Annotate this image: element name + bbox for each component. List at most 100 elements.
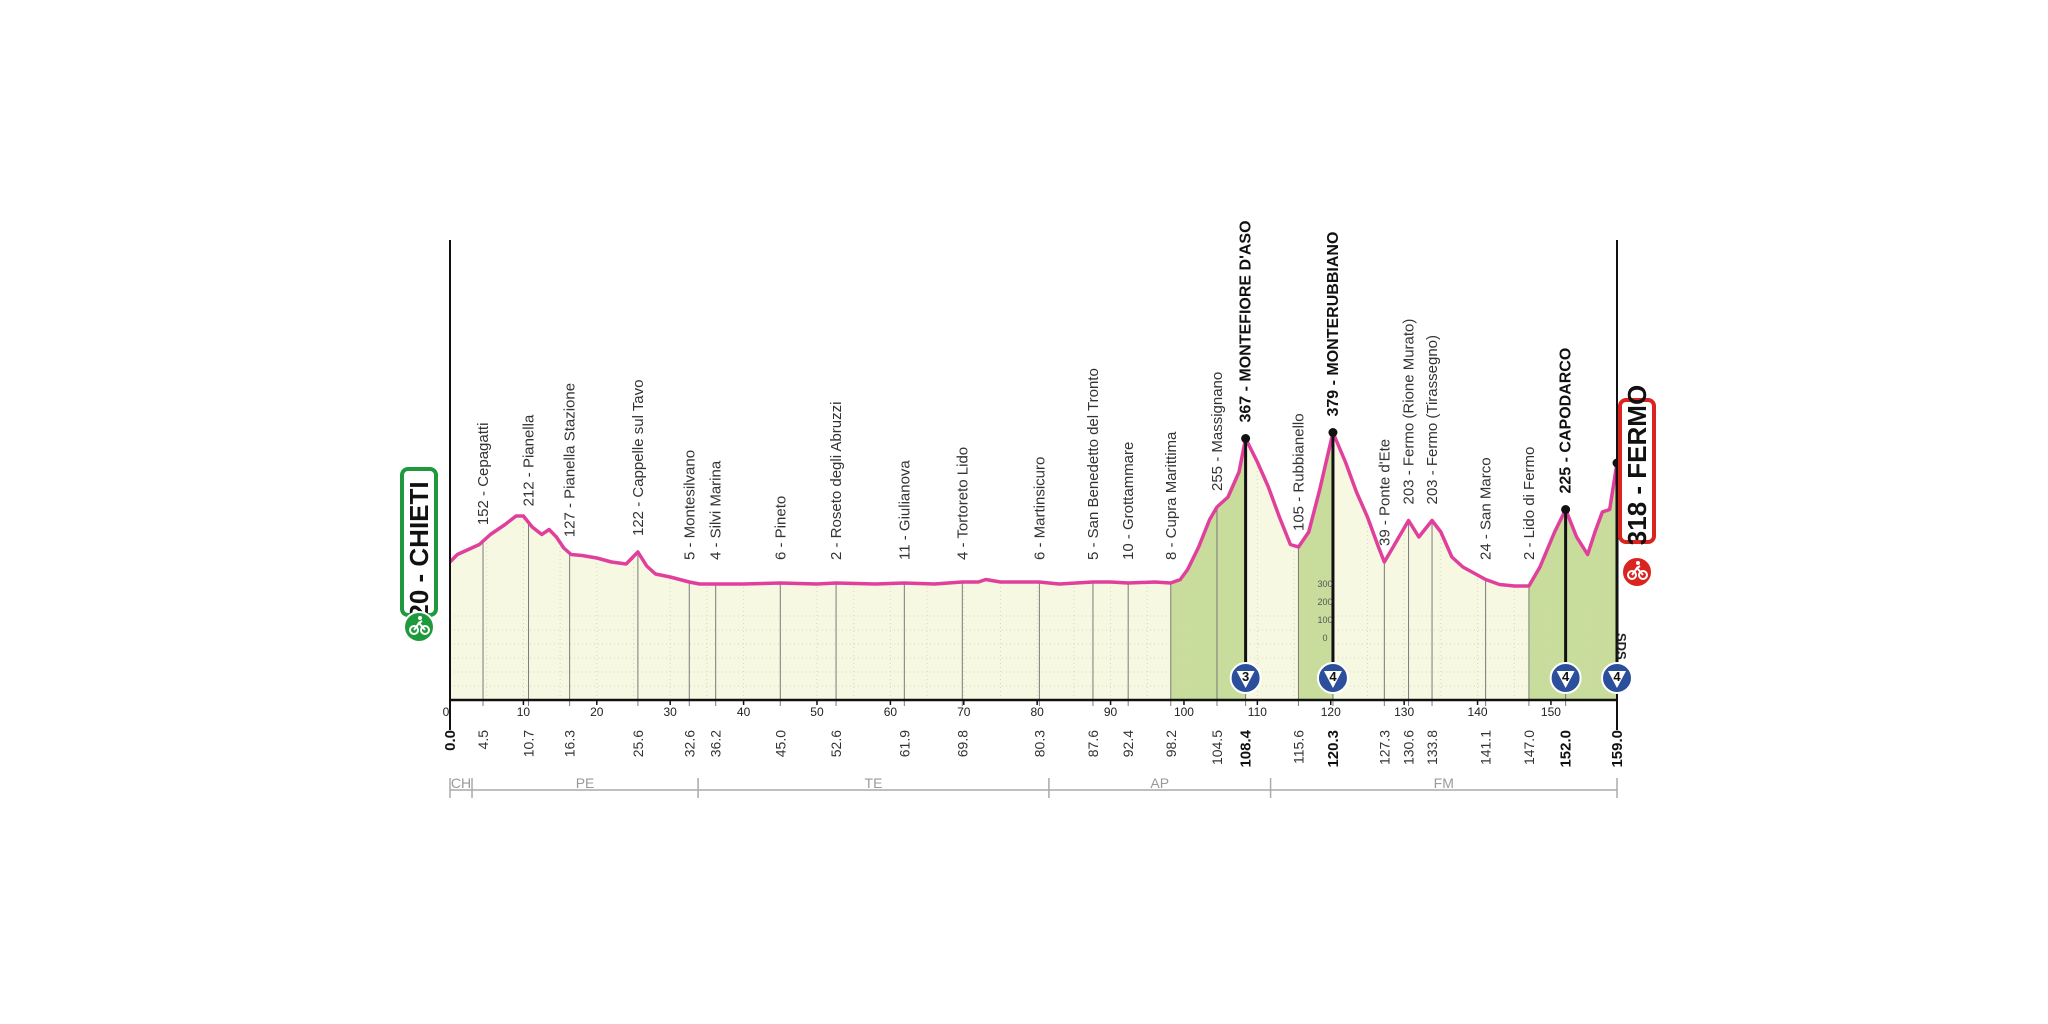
waypoint-name-label: 4 - Silvi Marina	[708, 460, 725, 560]
waypoint-name-label: 225 - CAPODARCO	[1558, 348, 1575, 494]
waypoint-km-label: 52.6	[828, 730, 844, 757]
waypoint-name-label: 10 - Grottammare	[1120, 442, 1137, 560]
grid-layer	[450, 442, 1617, 700]
waypoint-name-label: 5 - Montesilvano	[681, 450, 698, 560]
x-tick-label: 90	[1104, 705, 1118, 719]
waypoint-km-label: 25.6	[630, 730, 646, 757]
altitude-tick-label: 0	[1322, 633, 1327, 643]
waypoint-km-label: 98.2	[1163, 730, 1179, 757]
finish-badge-frame	[1618, 398, 1656, 544]
kom-triangle-icon	[1236, 671, 1255, 688]
waypoint-name-label: 367 - MONTEFIORE D'ASO	[1238, 220, 1255, 422]
waypoint-km-label: 130.6	[1401, 730, 1417, 765]
province-label: CH	[451, 775, 471, 791]
x-tick-label: 150	[1541, 705, 1561, 719]
waypoint-labels-layer: 0.0 4.5 152 - Cepagatti 10.7 212 - Pianella 1…	[442, 220, 1626, 767]
waypoint-name-label: 203 - Fermo (Tirassegno)	[1424, 335, 1441, 505]
waypoint-km-label: 127.3	[1376, 730, 1392, 765]
x-tick-label: 70	[957, 705, 971, 719]
x-tick-label: 0	[443, 705, 450, 719]
waypoint-km-label: 104.5	[1209, 730, 1225, 765]
x-tick-label: 60	[884, 705, 898, 719]
waypoint-name-label: 127 - Pianella Stazione	[562, 383, 579, 537]
waypoint-name-label: 379 - MONTERUBBIANO	[1325, 232, 1342, 417]
x-tick-label: 10	[517, 705, 531, 719]
waypoint-name-label: 11 - Giulianova	[896, 460, 913, 560]
waypoint-km-label: 152.0	[1558, 730, 1575, 768]
waypoint-name-label: 203 - Fermo (Rione Murato)	[1401, 319, 1418, 505]
profile-line	[448, 430, 1619, 588]
province-label: TE	[865, 775, 883, 791]
kom-category-label: 4	[1329, 669, 1337, 684]
altitude-tick-label: 100	[1317, 615, 1332, 625]
kom-triangle-icon	[1556, 671, 1575, 688]
x-tick-label: 50	[810, 705, 824, 719]
waypoint-km-label: 61.9	[896, 730, 912, 757]
kom-category-label: 3	[1242, 669, 1249, 684]
x-tick-label: 80	[1030, 705, 1044, 719]
x-tick-label: 40	[737, 705, 751, 719]
waypoint-name-label: 5 - San Benedetto del Tronto	[1085, 368, 1102, 560]
x-tick-label: 120	[1321, 705, 1341, 719]
waypoint-km-label: 4.5	[475, 730, 491, 750]
waypoint-name-label: 39 - Ponte d'Ete	[1376, 439, 1393, 546]
climb-segment	[1170, 438, 1246, 700]
finish-badge: 318 - FERMO	[1618, 385, 1656, 588]
sds-label: SDS	[1614, 633, 1629, 660]
start-label: 20 - CHIETI	[404, 481, 434, 618]
province-label: FM	[1434, 775, 1454, 791]
climb-segment	[1298, 432, 1333, 700]
waypoint-km-label: 80.3	[1031, 730, 1047, 757]
waypoint-km-label: 10.7	[521, 730, 537, 757]
waypoint-km-label: 92.4	[1120, 730, 1136, 757]
waypoint-name-label: 122 - Cappelle sul Tavo	[630, 380, 647, 537]
waypoint-km-label: 108.4	[1238, 729, 1255, 767]
x-tick-label: 130	[1394, 705, 1414, 719]
waypoint-km-label: 16.3	[562, 730, 578, 757]
x-tick-label: 20	[590, 705, 604, 719]
kom-markers-layer: 3 4 4 4	[1229, 432, 1633, 694]
altitude-tick-label: 200	[1317, 597, 1332, 607]
waypoint-name-label: 2 - Roseto degli Abruzzi	[828, 402, 845, 560]
waypoint-km-label: 45.0	[772, 730, 788, 757]
start-badge: 20 - CHIETI	[400, 467, 438, 643]
climb-segment	[1565, 463, 1617, 700]
waypoint-name-label: 212 - Pianella	[521, 414, 538, 506]
waypoint-name-label: 152 - Cepagatti	[475, 423, 492, 526]
altitude-tick-label: 300	[1317, 579, 1332, 589]
climb-segments-layer	[1170, 432, 1617, 700]
waypoint-km-label: 69.8	[954, 730, 970, 757]
x-tick-label: 140	[1468, 705, 1488, 719]
start-cyclist-icon	[403, 611, 435, 643]
waypoint-name-label: 255 - Massignano	[1209, 372, 1226, 491]
altitude-scale: 300 200 100 0	[1317, 579, 1332, 643]
waypoint-name-label: 8 - Cupra Marittima	[1163, 431, 1180, 560]
climb-segment	[1528, 509, 1566, 700]
waypoint-km-label: 32.6	[681, 730, 697, 757]
kom-triangle-icon	[1323, 671, 1342, 688]
waypoint-km-label: 120.3	[1325, 730, 1342, 768]
province-label: AP	[1150, 775, 1169, 791]
waypoint-name-label: 6 - Pineto	[772, 496, 789, 560]
x-tick-label: 100	[1174, 705, 1194, 719]
kom-triangle-icon	[1608, 671, 1626, 688]
x-tick-label: 30	[664, 705, 678, 719]
waypoint-name-label: 105 - Rubbianello	[1290, 413, 1307, 531]
finish-label: 318 - FERMO	[1622, 385, 1652, 545]
waypoint-km-label: 115.6	[1290, 730, 1306, 764]
axis-layer: 0 10 20 30 40 50 60 70 80 90 100 110 120 130 140 150	[443, 240, 1618, 730]
waypoint-name-label: 4 - Tortoreto Lido	[954, 447, 971, 560]
waypoint-name-label: 2 - Lido di Fermo	[1521, 447, 1538, 560]
waypoint-km-label: 87.6	[1085, 730, 1101, 757]
province-bar: CH PE TE AP FM	[449, 775, 1618, 798]
province-label: PE	[576, 775, 595, 791]
waypoint-name-label: 6 - Martinsicuro	[1031, 457, 1048, 560]
kom-category-label: 4	[1613, 669, 1621, 684]
waypoint-km-label: 147.0	[1521, 730, 1537, 765]
waypoint-km-label: 159.0	[1609, 730, 1626, 768]
kom-category-label: 4	[1562, 669, 1570, 684]
x-tick-label: 110	[1248, 705, 1267, 719]
waypoint-km-label: 36.2	[708, 730, 724, 757]
waypoint-name-label: 24 - San Marco	[1478, 457, 1495, 560]
